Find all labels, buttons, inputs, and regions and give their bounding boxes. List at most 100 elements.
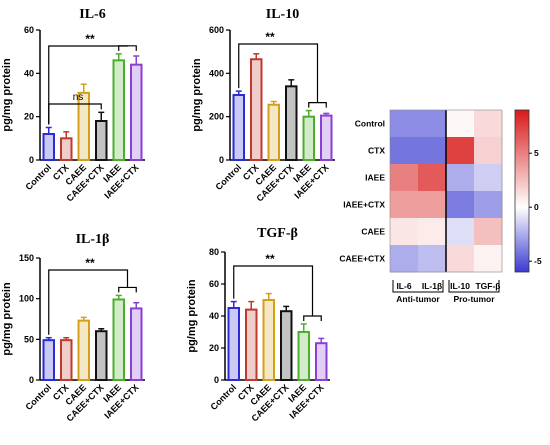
bar-IAEE	[112, 298, 125, 382]
group-label: Anti-tumor	[396, 294, 440, 304]
color-scale-label: -5	[534, 256, 542, 266]
y-axis-label: pg/mg protein	[191, 58, 203, 132]
y-tick-label: 100	[19, 294, 34, 304]
bar-Control	[42, 133, 55, 161]
heatmap-cell	[418, 245, 447, 273]
y-tick-label: 60	[24, 25, 34, 35]
heatmap-cell	[390, 137, 419, 165]
significance-bracket: **	[48, 256, 137, 335]
heatmap-cell	[474, 218, 503, 246]
heatmap-cell	[446, 218, 475, 246]
heatmap-column-label: IL-1β	[422, 281, 442, 291]
bar-IAEE+CTX	[130, 63, 143, 161]
bar-CAEE+CTX	[280, 310, 293, 382]
heatmap-row-label: CAEE	[361, 227, 385, 237]
bar-Control	[227, 307, 240, 381]
heatmap-cell	[446, 137, 475, 165]
bracket-line	[238, 43, 319, 103]
heatmap-cell	[474, 164, 503, 192]
significance-bracket: ns	[48, 92, 102, 125]
bracket-pair-line	[308, 102, 327, 108]
y-axis-label: pg/mg protein	[1, 58, 13, 132]
bar-Control	[42, 339, 55, 381]
significance-bracket: **	[238, 30, 327, 108]
bracket-line	[48, 103, 102, 125]
bracket-line	[48, 269, 129, 335]
x-tick-label: Control	[208, 382, 238, 412]
bar-CTX	[245, 308, 258, 382]
heatmap-cell	[418, 164, 447, 192]
bar-CAEE	[262, 299, 275, 381]
heatmap-cell	[446, 164, 475, 192]
color-scale-label: 5	[534, 148, 539, 158]
heatmap-cell	[390, 191, 419, 219]
bar-IAEE+CTX	[315, 342, 328, 382]
y-axis-label: pg/mg protein	[186, 279, 198, 353]
significance-label: ns	[73, 92, 84, 103]
bar-IAEE+CTX	[320, 114, 333, 162]
bar-chart-1: IL-6pg/mg protein0204060ControlCTXCAEECA…	[1, 7, 145, 204]
chart-title: TGF-β	[257, 226, 298, 241]
bar-CTX	[250, 58, 263, 161]
bar-CAEE	[267, 103, 280, 161]
heatmap-cell	[474, 191, 503, 219]
bracket-pair-line	[303, 315, 322, 321]
y-tick-label: 0	[219, 155, 224, 165]
heatmap-row-label: CTX	[368, 146, 385, 156]
heatmap-row-label: IAEE+CTX	[343, 200, 385, 210]
bar-chart-4: TGF-βpg/mg protein020406080ControlCTXCAE…	[186, 226, 330, 424]
bar-CAEE+CTX	[95, 120, 108, 161]
group-bracket	[392, 280, 444, 293]
heatmap-row-label: CAEE+CTX	[339, 254, 385, 264]
y-tick-label: 20	[24, 112, 34, 122]
y-tick-label: 40	[24, 68, 34, 78]
bar-CTX	[60, 339, 73, 381]
heatmap-cell	[390, 110, 419, 138]
heatmap-cell	[474, 110, 503, 138]
x-tick-label: Control	[23, 382, 53, 412]
heatmap-column-label: IL-10	[450, 281, 470, 291]
chart-title: IL-10	[266, 7, 299, 22]
bracket-line	[233, 265, 314, 316]
bar-Control	[232, 94, 245, 161]
chart-title: IL-6	[79, 7, 105, 22]
y-tick-label: 0	[29, 375, 34, 385]
bar-CAEE+CTX	[95, 330, 108, 382]
y-tick-label: 40	[209, 311, 219, 321]
significance-label: **	[265, 252, 275, 266]
group-bracket	[448, 280, 500, 293]
heatmap-cell	[390, 164, 419, 192]
heatmap-cell	[418, 110, 447, 138]
y-tick-label: 400	[209, 68, 224, 78]
heatmap-column-label: IL-6	[396, 281, 411, 291]
y-tick-label: 0	[214, 375, 219, 385]
heatmap-cell	[418, 137, 447, 165]
heatmap-cell	[390, 218, 419, 246]
significance-bracket: **	[233, 252, 322, 321]
y-tick-label: 0	[29, 155, 34, 165]
y-tick-label: 200	[209, 112, 224, 122]
heatmap-cell	[446, 110, 475, 138]
y-tick-label: 600	[209, 25, 224, 35]
y-tick-label: 20	[209, 343, 219, 353]
heatmap-cell	[418, 191, 447, 219]
significance-bracket: **	[48, 32, 137, 125]
y-tick-label: 150	[19, 253, 34, 263]
y-tick-label: 60	[209, 279, 219, 289]
y-tick-label: 80	[209, 247, 219, 257]
bracket-pair-line	[118, 45, 137, 51]
group-label: Pro-tumor	[453, 294, 495, 304]
heatmap-cell	[446, 245, 475, 273]
chart-title: IL-1β	[76, 232, 110, 247]
heatmap-row-label: IAEE	[365, 173, 385, 183]
heatmap-border	[389, 109, 503, 273]
color-scale-bar	[514, 109, 530, 273]
significance-label: **	[85, 32, 95, 46]
heatmap-cell	[474, 137, 503, 165]
y-axis-label: pg/mg protein	[1, 282, 13, 356]
heatmap-cell	[390, 245, 419, 273]
heatmap: Control CTX IAEE IAEE+CTX CAEE CAEE+CTX IL-6 IL…	[339, 109, 542, 304]
